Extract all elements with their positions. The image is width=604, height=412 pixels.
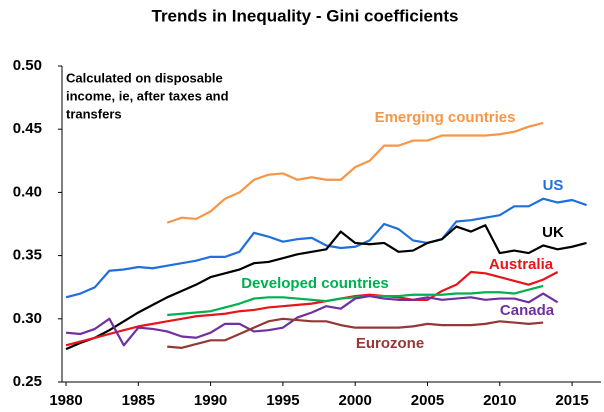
annotation-line: income, ie, after taxes and [66, 88, 229, 103]
series-label: Canada [500, 302, 555, 319]
x-tick-label: 1985 [122, 392, 155, 409]
series-line [167, 317, 544, 349]
series-label: Eurozone [356, 335, 424, 352]
x-tick-label: 1980 [49, 392, 82, 409]
series-line [65, 224, 587, 351]
x-tick-label: 2015 [555, 392, 588, 409]
series-line [166, 121, 544, 224]
series-line [167, 284, 544, 317]
annotation-line: Calculated on disposable [66, 70, 223, 85]
series-label: US [543, 177, 564, 194]
annotation-line: transfers [66, 106, 122, 121]
series-line [65, 197, 587, 299]
y-tick-label: 0.25 [13, 373, 42, 390]
x-tick-label: 2000 [339, 392, 372, 409]
annotation: Calculated on disposable income, ie, aft… [66, 70, 229, 121]
y-tick-label: 0.30 [13, 310, 42, 327]
series-label: Australia [489, 256, 554, 273]
x-tick-label: 2010 [483, 392, 516, 409]
series-line [65, 270, 559, 347]
y-tick-label: 0.35 [13, 247, 42, 264]
y-tick-label: 0.50 [13, 57, 42, 74]
x-tick-label: 1995 [266, 392, 299, 409]
series-line [65, 292, 559, 347]
chart-title: Trends in Inequality - Gini coefficients [152, 6, 459, 25]
x-tick-label: 2005 [411, 392, 444, 409]
y-tick-label: 0.45 [13, 120, 42, 137]
y-tick-label: 0.40 [13, 183, 42, 200]
series-label: UK [542, 224, 564, 241]
x-tick-label: 1990 [194, 392, 227, 409]
series-label: Emerging countries [375, 109, 516, 126]
series-label: Developed countries [241, 275, 389, 292]
